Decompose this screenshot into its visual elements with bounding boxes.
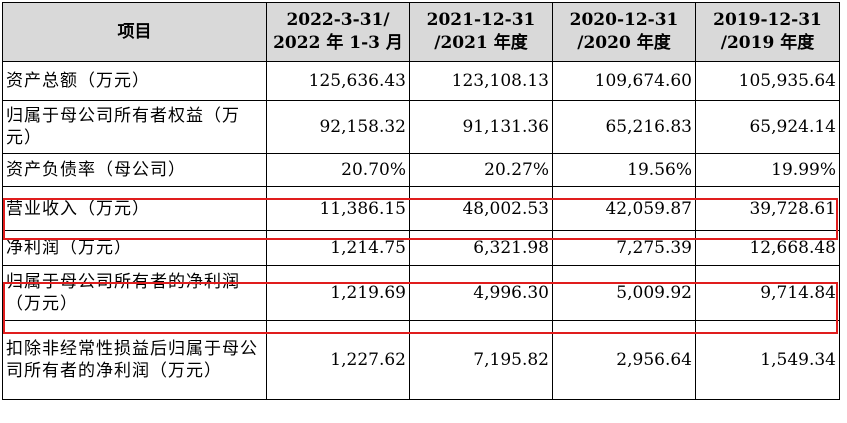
header-2021-line2: /2021 年度 — [434, 33, 528, 53]
row-label: 营业收入（万元） — [2, 186, 267, 231]
cell-value: 9,714.84 — [695, 265, 840, 321]
table-header-row: 项目 2022-3-31/ 2022 年 1-3 月 2021-12-31 /2… — [2, 2, 840, 62]
cell-value: 11,386.15 — [266, 186, 410, 231]
cell-value: 48,002.53 — [409, 186, 553, 231]
cell-value: 6,321.98 — [409, 230, 553, 266]
cell-value: 105,935.64 — [695, 61, 840, 101]
header-2019: 2019-12-31 /2019 年度 — [695, 2, 840, 62]
table-row-debt-ratio: 资产负债率（母公司） 20.70% 20.27% 19.56% 19.99% — [2, 153, 840, 187]
table-row-net-profit: 净利润（万元） 1,214.75 6,321.98 7,275.39 12,66… — [2, 230, 840, 266]
cell-value: 1,227.62 — [266, 320, 410, 400]
header-2021: 2021-12-31 /2021 年度 — [409, 2, 553, 62]
cell-value: 123,108.13 — [409, 61, 553, 101]
cell-value: 109,674.60 — [552, 61, 696, 101]
cell-value: 19.99% — [695, 153, 840, 187]
cell-value: 91,131.36 — [409, 100, 553, 154]
cell-value: 92,158.32 — [266, 100, 410, 154]
header-2019-line1: 2019-12-31 — [713, 10, 822, 30]
cell-value: 5,009.92 — [552, 265, 696, 321]
header-2022q1-line2: 2022 年 1-3 月 — [273, 33, 403, 53]
cell-value: 2,956.64 — [552, 320, 696, 400]
header-2019-line2: /2019 年度 — [720, 33, 815, 53]
row-label: 资产负债率（母公司） — [2, 153, 267, 187]
cell-value: 1,549.34 — [695, 320, 840, 400]
table-row-total-assets: 资产总额（万元） 125,636.43 123,108.13 109,674.6… — [2, 61, 840, 101]
cell-value: 20.27% — [409, 153, 553, 187]
cell-value: 125,636.43 — [266, 61, 410, 101]
row-label: 净利润（万元） — [2, 230, 267, 266]
cell-value: 12,668.48 — [695, 230, 840, 266]
header-item-label: 项目 — [117, 21, 152, 42]
row-label: 资产总额（万元） — [2, 61, 267, 101]
cell-value: 4,996.30 — [409, 265, 553, 321]
financial-summary-table: 项目 2022-3-31/ 2022 年 1-3 月 2021-12-31 /2… — [2, 2, 840, 400]
table-row-equity: 归属于母公司所有者权益（万元） 92,158.32 91,131.36 65,2… — [2, 100, 840, 154]
row-label: 归属于母公司所有者的净利润（万元） — [2, 265, 267, 321]
cell-value: 1,219.69 — [266, 265, 410, 321]
cell-value: 65,216.83 — [552, 100, 696, 154]
header-2020: 2020-12-31 /2020 年度 — [552, 2, 696, 62]
header-2021-line1: 2021-12-31 — [426, 10, 536, 30]
cell-value: 20.70% — [266, 153, 410, 187]
header-2020-line2: /2020 年度 — [577, 33, 671, 53]
cell-value: 7,195.82 — [409, 320, 553, 400]
header-2022q1: 2022-3-31/ 2022 年 1-3 月 — [266, 2, 410, 62]
header-2022q1-line1: 2022-3-31/ — [286, 10, 390, 30]
row-label: 归属于母公司所有者权益（万元） — [2, 100, 267, 154]
cell-value: 42,059.87 — [552, 186, 696, 231]
table-row-net-profit-parent: 归属于母公司所有者的净利润（万元） 1,219.69 4,996.30 5,00… — [2, 265, 840, 321]
header-item: 项目 — [2, 2, 267, 62]
cell-value: 65,924.14 — [695, 100, 840, 154]
header-2020-line1: 2020-12-31 — [569, 10, 679, 30]
table-row-revenue: 营业收入（万元） 11,386.15 48,002.53 42,059.87 3… — [2, 186, 840, 231]
row-label: 扣除非经常性损益后归属于母公司所有者的净利润（万元） — [2, 320, 267, 400]
cell-value: 7,275.39 — [552, 230, 696, 266]
table-row-net-profit-recurring: 扣除非经常性损益后归属于母公司所有者的净利润（万元） 1,227.62 7,19… — [2, 320, 840, 400]
cell-value: 19.56% — [552, 153, 696, 187]
cell-value: 39,728.61 — [695, 186, 840, 231]
cell-value: 1,214.75 — [266, 230, 410, 266]
